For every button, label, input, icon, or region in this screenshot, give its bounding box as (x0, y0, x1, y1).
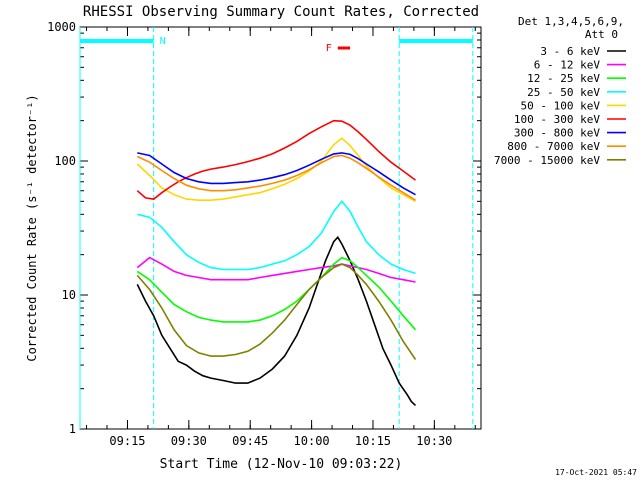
x-tick-label: 10:30 (416, 434, 452, 448)
series-line-3-6-kev (136, 235, 417, 406)
legend-label: 6 - 12 keV (534, 59, 601, 72)
flare-label: F (326, 43, 332, 54)
y-axis-label: Corrected Count Rate (s⁻¹ detector⁻¹) (25, 94, 39, 361)
legend-label: 100 - 300 keV (514, 113, 600, 126)
timestamp: 17-Oct-2021 05:47 (555, 468, 637, 477)
series-line-50-100-kev (136, 137, 416, 203)
y-tick-label: 1 (69, 422, 76, 436)
plot-frame (79, 26, 482, 430)
legend-label: 800 - 7000 keV (507, 140, 600, 153)
legend-label: 3 - 6 keV (540, 45, 600, 58)
legend-label: 7000 - 15000 keV (494, 154, 600, 167)
legend-header-line2: Att 0 (585, 28, 618, 41)
legend-label: 50 - 100 keV (521, 99, 601, 112)
legend-label: 25 - 50 keV (527, 86, 600, 99)
x-tick-label: 09:45 (232, 434, 268, 448)
legend-label: 300 - 800 keV (514, 127, 600, 140)
x-tick-label: 09:15 (109, 434, 145, 448)
legend-label: 12 - 25 keV (527, 72, 600, 85)
series-line-7000-15000-kev (136, 263, 417, 360)
series-line-6-12-kev (136, 256, 416, 283)
x-axis-label: Start Time (12-Nov-10 09:03:22) (160, 457, 403, 472)
plot-area: 1 10 100 1000 09:15 09:30 09:45 10:00 10:15 10:30… (47, 20, 482, 448)
series-line-300-800-kev (137, 152, 416, 196)
series-line-100-300-kev (136, 119, 416, 200)
x-tick-label: 09:30 (171, 434, 207, 448)
series-line-800-7000-kev (136, 154, 416, 201)
chart-title: RHESSI Observing Summary Count Rates, Co… (83, 4, 479, 20)
y-tick-label: 1000 (47, 20, 76, 34)
series-line-12-25-kev (136, 256, 417, 331)
legend-header-line1: Det 1,3,4,5,6,9, (518, 15, 624, 28)
y-tick-label: 100 (54, 154, 76, 168)
y-tick-label: 10 (62, 288, 76, 302)
night-label: N (160, 36, 166, 47)
series-line-25-50-kev (137, 200, 416, 275)
x-tick-label: 10:15 (355, 434, 391, 448)
x-tick-label: 10:00 (294, 434, 330, 448)
